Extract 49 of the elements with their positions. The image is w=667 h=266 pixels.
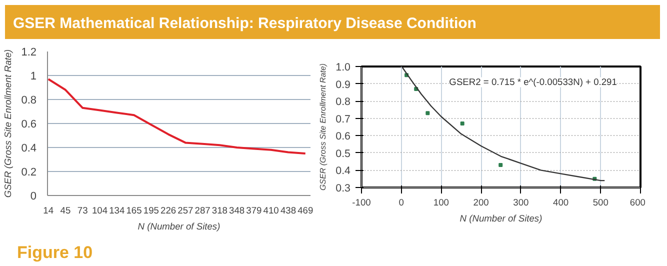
x-tick-label: 438 (280, 206, 296, 216)
x-tick-label: 100 (433, 198, 450, 208)
point (498, 163, 503, 168)
x-tick-label: 200 (473, 198, 489, 208)
y-tick-label: 0.4 (336, 165, 351, 178)
x-tick-label: 134 (109, 206, 125, 216)
x-tick-label: 165 (126, 206, 142, 216)
line-series (48, 78, 306, 154)
y-tick-label: 0.7 (336, 113, 351, 126)
y-tick-label: 0.6 (336, 130, 351, 143)
point (426, 111, 430, 116)
x-tick-label: 379 (246, 206, 262, 216)
y-tick-label: 0.6 (21, 118, 37, 130)
x-tick-label: 600 (630, 198, 646, 208)
caption: Figure 10 (17, 242, 93, 264)
x-tick-label: 45 (60, 206, 71, 216)
x-tick-label: 195 (143, 206, 159, 216)
chart-title: GSER Mathematical Relationship: Respiratory Disease Condition (13, 14, 476, 34)
x-tick-label: 104 (92, 206, 108, 216)
y-tick-label: 0.9 (336, 78, 351, 91)
annotation: GSER2 = 0.715 * e^(-0.00533N) + 0.291 (449, 77, 617, 88)
x-tick-label: 226 (160, 206, 176, 216)
x-tick-label: -100 (352, 198, 371, 208)
x-tick-label: 300 (513, 198, 529, 208)
y-axis-title: GSER (Gross Site Enrollment Rate) (3, 49, 14, 198)
x-axis-title: N (Number of Sites) (138, 222, 220, 232)
x-tick-label: 500 (592, 198, 608, 208)
x-tick-label: 287 (194, 206, 210, 216)
x-tick-label: 257 (178, 206, 194, 216)
y-tick-label: 1.0 (336, 62, 351, 74)
x-tick-label: 14 (43, 206, 54, 216)
x-tick-label: 348 (229, 206, 245, 216)
y-tick-label: 0.2 (21, 166, 37, 178)
y-tick-label: 1.2 (21, 46, 37, 58)
x-tick-label: 400 (553, 198, 569, 208)
x-tick-label: 410 (263, 206, 279, 216)
y-tick-label: 0.8 (336, 96, 351, 108)
x-axis-title: N (Number of Sites) (460, 214, 542, 224)
x-tick-label: 0 (398, 198, 404, 208)
y-axis-title: GSER (Gross Site Enrollment Rate) (318, 63, 328, 191)
y-tick-label: 0.8 (21, 94, 37, 106)
y-tick-label: 0.5 (336, 148, 351, 160)
x-tick-label: 318 (212, 206, 228, 216)
x-tick-label: 469 (298, 206, 314, 216)
y-tick-label: 1 (30, 70, 37, 82)
y-tick-label: 0.3 (336, 182, 351, 194)
y-tick-label: 0.4 (21, 142, 37, 154)
point (460, 122, 464, 126)
x-tick-label: 73 (77, 206, 88, 216)
